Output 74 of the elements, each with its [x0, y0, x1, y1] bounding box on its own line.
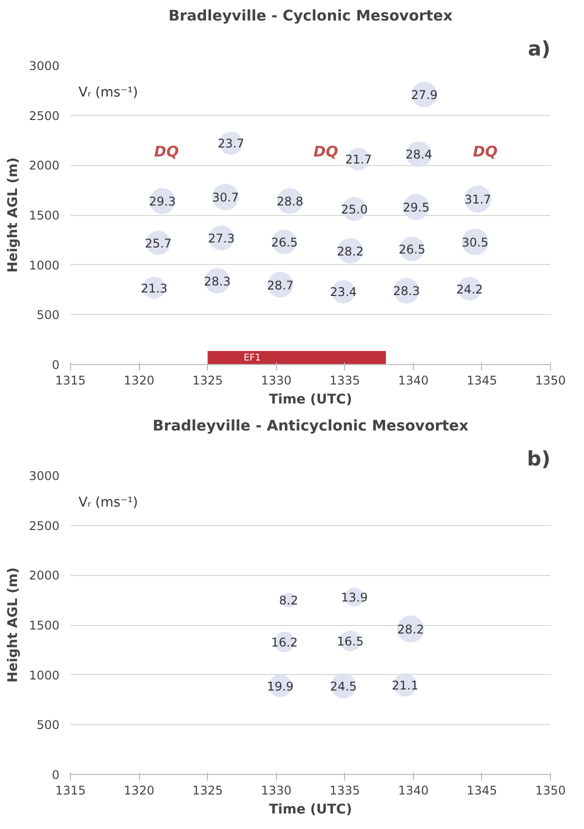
data-label: 27.3 — [208, 231, 235, 246]
x-tick-label: 1345 — [466, 784, 498, 798]
data-label: 28.4 — [405, 148, 432, 162]
x-tick-label: 1345 — [466, 374, 498, 388]
x-axis-title: Time (UTC) — [268, 802, 352, 818]
data-label: 26.5 — [398, 242, 426, 256]
x-tick-label: 1325 — [192, 784, 223, 798]
data-label: 16.5 — [336, 634, 364, 648]
text: b) — [527, 446, 551, 470]
x-tick-label: 1350 — [535, 784, 566, 798]
annotation: DQ — [472, 144, 498, 161]
y-tick-label: 2000 — [28, 158, 60, 173]
y-axis-title: Height AGL (m) — [6, 157, 21, 273]
y-tick-label: 3000 — [28, 469, 60, 483]
x-tick-label: 1350 — [535, 374, 566, 388]
y-tick-label: 0 — [52, 358, 60, 372]
y-tick-label: 500 — [36, 718, 60, 732]
y-tick-label: 1000 — [28, 258, 60, 272]
data-label: 25.0 — [341, 202, 368, 217]
data-label: 28.7 — [266, 278, 294, 292]
x-axis-title: Time (UTC) — [268, 392, 352, 408]
data-label: 21.1 — [392, 678, 418, 692]
chart-title: Bradleyville - Cyclonic Mesovortex — [168, 8, 454, 24]
data-label: 21.7 — [345, 152, 372, 167]
y-tick-label: 2500 — [28, 518, 60, 533]
x-tick-label: 1315 — [55, 374, 86, 388]
data-label: 13.9 — [341, 590, 368, 605]
text: a) — [528, 36, 551, 60]
annotation: Vᵣ (ms⁻¹) — [78, 496, 138, 510]
data-label: 29.3 — [149, 194, 176, 209]
data-label: 23.4 — [330, 285, 357, 300]
data-label: 19.9 — [266, 679, 294, 694]
data-label: 28.2 — [397, 622, 424, 636]
y-tick-label: 2500 — [28, 108, 60, 123]
data-label: 28.2 — [336, 244, 364, 258]
chart-title: Bradleyville - Anticyclonic Mesovortex — [152, 418, 469, 434]
y-tick-label: 1500 — [28, 208, 60, 222]
data-label: 24.2 — [456, 282, 483, 296]
y-axis-title: Height AGL (m) — [6, 567, 21, 683]
data-label: 29.5 — [402, 200, 430, 215]
x-tick-label: 1325 — [192, 374, 223, 388]
y-tick-label: 1500 — [28, 618, 60, 632]
y-tick-label: 0 — [52, 768, 60, 782]
data-label: 25.7 — [144, 236, 172, 250]
data-label: 21.3 — [140, 281, 168, 296]
x-tick-label: 1335 — [330, 784, 360, 798]
y-tick-label: 2000 — [28, 568, 60, 583]
data-label: 26.5 — [271, 235, 298, 250]
data-label: 27.9 — [410, 88, 438, 102]
data-label: 30.5 — [462, 235, 488, 250]
data-label: 8.2 — [279, 594, 298, 608]
data-label: 23.7 — [218, 136, 244, 151]
data-label: 28.3 — [393, 284, 420, 298]
x-tick-label: 1320 — [124, 374, 154, 388]
x-tick-label: 1340 — [398, 374, 429, 388]
data-label: 24.5 — [330, 679, 357, 694]
x-tick-label: 1335 — [330, 374, 360, 388]
x-tick-label: 1315 — [55, 784, 86, 798]
annotation: DQ — [154, 144, 179, 161]
y-tick-label: 500 — [36, 308, 60, 322]
y-tick-label: 3000 — [28, 59, 60, 73]
x-tick-label: 1330 — [260, 374, 292, 388]
data-label: 31.7 — [464, 192, 492, 207]
data-label: 16.2 — [271, 635, 298, 650]
annotation: DQ — [314, 144, 338, 161]
x-tick-label: 1340 — [398, 784, 429, 798]
data-label: 28.8 — [276, 194, 304, 209]
annotation: Vᵣ (ms⁻¹) — [78, 86, 138, 100]
data-label: 30.7 — [212, 190, 239, 205]
data-label: 28.3 — [204, 274, 231, 288]
y-tick-label: 1000 — [28, 668, 60, 682]
x-tick-label: 1330 — [260, 784, 292, 798]
band-label: EF1 — [244, 352, 261, 364]
x-tick-label: 1320 — [124, 784, 154, 798]
